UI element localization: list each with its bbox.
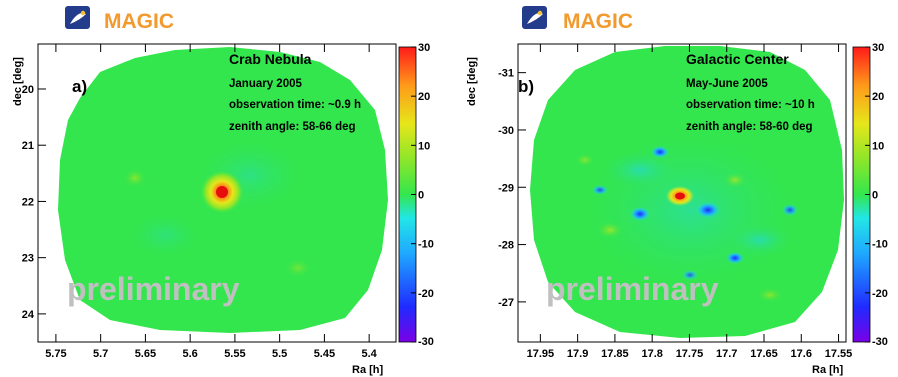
colorbar-tick-label: -30 [872, 336, 888, 348]
x-tick-label: 17.85 [601, 348, 629, 360]
info-line-a-zenith: zenith angle: 58-66 deg [229, 121, 356, 133]
y-tick-label: 23 [22, 253, 34, 265]
x-tick-label: 17.55 [825, 348, 853, 360]
xlabel-a: Ra [h] [352, 364, 384, 376]
ylabel-b: dec [deg] [466, 57, 478, 106]
colorbar-tick-label: 20 [418, 91, 430, 103]
yellow-patch [756, 287, 784, 303]
x-tick-label: 17.65 [750, 348, 778, 360]
cyan-patch [725, 222, 795, 258]
yellow-patch [575, 153, 595, 167]
y-tick-label: 22 [22, 196, 34, 208]
x-tick-label: 5.4 [362, 348, 378, 360]
colorbar-tick-label: -30 [418, 336, 434, 348]
logo-text: MAGIC [563, 10, 633, 33]
yellow-patch [123, 168, 147, 188]
blue-fluctuation [651, 146, 669, 158]
x-tick-label: 17.7 [716, 348, 737, 360]
x-tick-label: 17.8 [641, 348, 662, 360]
cyan-patch [600, 150, 680, 190]
blue-fluctuation [682, 270, 698, 280]
ylabel-a: dec [deg] [12, 57, 24, 106]
x-tick-label: 5.7 [93, 348, 108, 360]
blue-fluctuation [782, 204, 798, 216]
watermark-a: preliminary [67, 271, 240, 307]
colorbar-ticks-b: 30 20 10 0 -10 -20 -30 [865, 42, 888, 348]
x-tick-label: 5.45 [314, 348, 335, 360]
x-tick-label: 5.6 [183, 348, 198, 360]
y-tick-label: 20 [22, 84, 34, 96]
info-line-b-time: observation time: ~10 h [686, 99, 815, 111]
x-tick-label: 5.75 [45, 348, 66, 360]
colorbar-tick-label: -20 [872, 288, 888, 300]
chart-title-b: Galactic Center [686, 51, 789, 67]
y-tick-label: -29 [498, 182, 514, 194]
colorbar-tick-label: 0 [872, 190, 878, 202]
x-tick-label: 17.95 [527, 348, 555, 360]
blue-fluctuation [592, 185, 608, 195]
logo-star-icon [537, 10, 543, 16]
colorbar-tick-label: 30 [872, 42, 884, 54]
axis-ticks-a: 5.75 5.7 5.65 5.6 5.55 5.5 5.45 5.4 24 23 22 21 20 [22, 44, 378, 360]
crab-source-core [216, 186, 228, 198]
colorbar-tick-label: 20 [872, 91, 884, 103]
colorbar-tick-label: 30 [418, 42, 430, 54]
y-tick-label: 24 [22, 309, 35, 321]
colorbar-tick-label: 10 [872, 140, 884, 152]
x-tick-label: 17.9 [567, 348, 588, 360]
blue-fluctuation [630, 207, 650, 221]
yellow-patch [284, 258, 312, 278]
logo-star-icon [80, 10, 86, 16]
blue-fluctuation [726, 252, 744, 264]
x-tick-label: 17.75 [676, 348, 704, 360]
watermark-b: preliminary [546, 271, 719, 307]
panel-label-a: a) [72, 77, 87, 96]
gc-source-core [675, 192, 685, 200]
colorbar-tick-label: -10 [872, 239, 888, 251]
y-tick-label: -27 [498, 297, 514, 309]
logo-swoosh-icon [527, 13, 543, 24]
info-line-b-date: May-June 2005 [686, 78, 768, 90]
colorbar-tick-label: -10 [418, 239, 434, 251]
x-tick-label: 5.5 [272, 348, 287, 360]
magic-logo-b: MAGIC [522, 6, 633, 33]
info-line-a-date: January 2005 [229, 78, 302, 90]
y-tick-label: -31 [498, 68, 514, 80]
x-tick-label: 5.65 [135, 348, 156, 360]
blue-fluctuation [696, 202, 720, 218]
info-line-b-zenith: zenith angle: 58-60 deg [686, 121, 813, 133]
yellow-patch [723, 172, 747, 188]
magic-logo-a: MAGIC [65, 6, 174, 33]
chart-title-a: Crab Nebula [229, 51, 312, 67]
y-tick-label: -30 [498, 125, 514, 137]
cyan-patch [125, 210, 205, 260]
xlabel-b: Ra [h] [812, 364, 844, 376]
colorbar-tick-label: 10 [418, 140, 430, 152]
panel-b: MAGIC b) Galactic Center May-Jun [466, 6, 888, 376]
colorbar-ticks-a: 30 20 10 0 -10 -20 -30 [411, 42, 434, 348]
panel-label-b: b) [518, 77, 534, 96]
y-tick-label: 21 [22, 140, 34, 152]
panel-a: MAGIC a) Crab Nebula January 2005 observ… [12, 6, 434, 376]
colorbar-tick-label: 0 [418, 190, 424, 202]
logo-swoosh-icon [70, 13, 86, 24]
yellow-patch [596, 221, 624, 239]
info-line-a-time: observation time: ~0.9 h [229, 99, 361, 111]
x-tick-label: 17.6 [791, 348, 812, 360]
axis-ticks-b: 17.95 17.9 17.85 17.8 17.75 17.7 17.65 17.6 17.5… [498, 44, 852, 360]
colorbar-tick-label: -20 [418, 288, 434, 300]
y-tick-label: -28 [498, 240, 514, 252]
logo-text: MAGIC [104, 10, 174, 33]
x-tick-label: 5.55 [224, 348, 245, 360]
